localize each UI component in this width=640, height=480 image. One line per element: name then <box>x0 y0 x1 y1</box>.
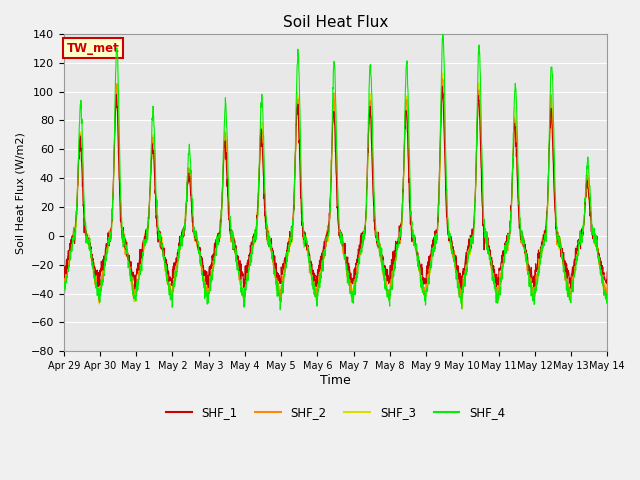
SHF_1 <box>351 269 359 275</box>
SHF_4 <box>364 184 371 190</box>
SHF_2 <box>351 272 359 278</box>
SHF_4 <box>604 292 611 298</box>
X-axis label: Time: Time <box>320 374 351 387</box>
SHF_1 <box>494 279 502 285</box>
SHF_3 <box>211 250 219 255</box>
SHF_3 <box>556 243 563 249</box>
Text: TW_met: TW_met <box>67 42 119 55</box>
SHF_2 <box>211 242 219 248</box>
SHF_4 <box>494 300 502 306</box>
SHF_1 <box>60 270 68 276</box>
SHF_1 <box>363 185 371 191</box>
SHF_3 <box>604 284 611 290</box>
Legend: SHF_1, SHF_2, SHF_3, SHF_4: SHF_1, SHF_2, SHF_3, SHF_4 <box>161 402 510 424</box>
SHF_2 <box>556 236 563 241</box>
SHF_2 <box>571 258 579 264</box>
SHF_4 <box>276 307 284 312</box>
SHF_3 <box>458 306 466 312</box>
SHF_1 <box>211 242 219 248</box>
SHF_4 <box>556 234 563 240</box>
SHF_2 <box>438 75 446 81</box>
SHF_3 <box>60 284 68 289</box>
SHF_3 <box>439 70 447 76</box>
Line: SHF_4: SHF_4 <box>64 31 607 310</box>
SHF_4 <box>211 252 219 257</box>
SHF_4 <box>60 288 68 293</box>
Line: SHF_2: SHF_2 <box>64 78 607 302</box>
SHF_1 <box>458 287 465 292</box>
SHF_2 <box>494 293 502 299</box>
SHF_3 <box>571 267 579 273</box>
Y-axis label: Soil Heat Flux (W/m2): Soil Heat Flux (W/m2) <box>15 132 25 253</box>
Title: Soil Heat Flux: Soil Heat Flux <box>283 15 388 30</box>
SHF_2 <box>604 281 611 287</box>
SHF_2 <box>241 300 248 305</box>
SHF_2 <box>60 281 68 287</box>
SHF_1 <box>438 84 446 89</box>
SHF_3 <box>494 296 502 302</box>
SHF_1 <box>604 269 611 275</box>
SHF_1 <box>556 237 563 242</box>
Line: SHF_1: SHF_1 <box>64 86 607 289</box>
SHF_1 <box>571 260 579 265</box>
SHF_4 <box>571 272 579 277</box>
SHF_3 <box>363 194 371 200</box>
SHF_4 <box>351 278 359 284</box>
SHF_4 <box>439 28 447 34</box>
SHF_3 <box>351 280 359 286</box>
Line: SHF_3: SHF_3 <box>64 73 607 309</box>
SHF_2 <box>364 182 371 188</box>
